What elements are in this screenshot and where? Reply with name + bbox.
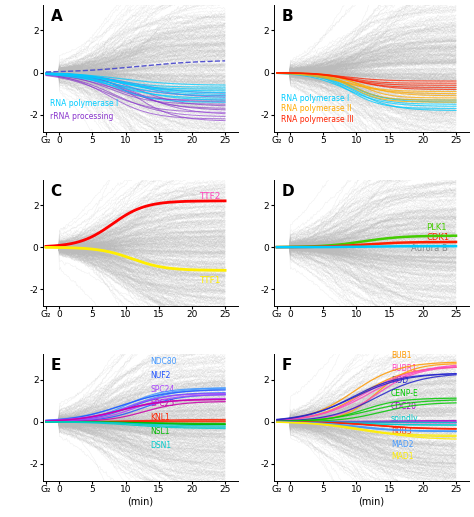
Text: B: B — [282, 9, 293, 24]
Text: A: A — [51, 9, 62, 24]
Text: TTF2: TTF2 — [199, 192, 220, 201]
Text: ROD: ROD — [391, 376, 408, 385]
Text: spindly: spindly — [391, 414, 419, 423]
Text: SPC25: SPC25 — [150, 399, 174, 408]
Text: NUF2: NUF2 — [150, 371, 171, 381]
Text: CENP-E: CENP-E — [391, 389, 419, 398]
Text: MAD2: MAD2 — [391, 439, 413, 449]
Text: C: C — [51, 184, 62, 199]
X-axis label: (min): (min) — [358, 497, 384, 507]
Text: KNL1: KNL1 — [150, 413, 170, 422]
Text: D: D — [282, 184, 294, 199]
Text: TTF1: TTF1 — [199, 277, 221, 285]
Text: CDK1: CDK1 — [426, 234, 449, 242]
Text: Aurora B: Aurora B — [410, 244, 447, 253]
Text: rRNA processing: rRNA processing — [51, 112, 114, 121]
Text: BUBR1: BUBR1 — [391, 364, 417, 373]
Text: CDC20: CDC20 — [391, 402, 417, 410]
X-axis label: (min): (min) — [128, 497, 154, 507]
Text: RNA polymerase II: RNA polymerase II — [282, 104, 352, 113]
Text: PLK1: PLK1 — [426, 223, 447, 232]
Text: RNA polymerase I: RNA polymerase I — [51, 99, 119, 109]
Text: MAD1: MAD1 — [391, 452, 413, 461]
Text: NSL1: NSL1 — [150, 427, 170, 436]
Text: E: E — [51, 358, 61, 373]
Text: F: F — [282, 358, 292, 373]
Text: BUB1: BUB1 — [391, 351, 411, 360]
Text: NDC80: NDC80 — [150, 357, 177, 367]
Text: SPC24: SPC24 — [150, 385, 174, 394]
Text: RNA polymerase III: RNA polymerase III — [282, 115, 354, 124]
Text: DSN1: DSN1 — [150, 441, 172, 450]
Text: RNA polymerase I: RNA polymerase I — [282, 94, 350, 103]
Text: BUB3: BUB3 — [391, 427, 411, 436]
